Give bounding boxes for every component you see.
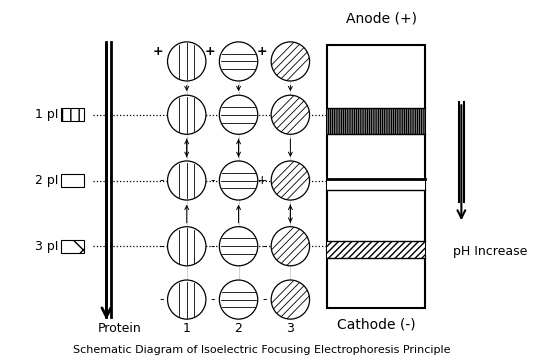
Ellipse shape	[219, 42, 258, 81]
Text: -: -	[159, 174, 163, 187]
Text: 2: 2	[235, 322, 242, 335]
Text: pH Increase: pH Increase	[453, 245, 527, 258]
Ellipse shape	[219, 280, 258, 319]
Bar	[326, 108, 425, 134]
Text: 2 pI: 2 pI	[35, 174, 58, 187]
Bar	[61, 108, 84, 122]
Ellipse shape	[168, 161, 206, 200]
Text: Cathode (-): Cathode (-)	[337, 317, 415, 331]
Ellipse shape	[271, 227, 310, 266]
Ellipse shape	[271, 42, 310, 81]
Text: -: -	[263, 293, 267, 306]
Text: Schematic Diagram of Isoelectric Focusing Electrophoresis Principle: Schematic Diagram of Isoelectric Focusin…	[73, 345, 451, 355]
Text: Anode (+): Anode (+)	[346, 12, 416, 26]
Bar	[61, 174, 84, 187]
Bar	[61, 239, 84, 253]
Text: +: +	[256, 45, 267, 58]
Text: +: +	[153, 45, 163, 58]
Ellipse shape	[271, 95, 310, 134]
Text: 1: 1	[183, 322, 191, 335]
Text: 3: 3	[286, 322, 294, 335]
Ellipse shape	[168, 280, 206, 319]
Text: -: -	[263, 240, 267, 253]
Text: -: -	[211, 240, 215, 253]
Ellipse shape	[219, 161, 258, 200]
Text: +: +	[256, 174, 267, 187]
Text: -: -	[211, 293, 215, 306]
Bar	[326, 240, 425, 258]
Ellipse shape	[219, 227, 258, 266]
Bar	[326, 45, 425, 308]
Ellipse shape	[168, 42, 206, 81]
Text: -: -	[211, 174, 215, 187]
Text: 3 pI: 3 pI	[35, 240, 58, 253]
Text: +: +	[205, 45, 215, 58]
Ellipse shape	[271, 161, 310, 200]
Bar	[326, 179, 425, 191]
Ellipse shape	[168, 95, 206, 134]
Ellipse shape	[219, 95, 258, 134]
Ellipse shape	[271, 280, 310, 319]
Text: 1 pI: 1 pI	[35, 108, 58, 121]
Text: Protein: Protein	[98, 322, 142, 335]
Text: -: -	[159, 240, 163, 253]
Ellipse shape	[168, 227, 206, 266]
Text: -: -	[159, 293, 163, 306]
